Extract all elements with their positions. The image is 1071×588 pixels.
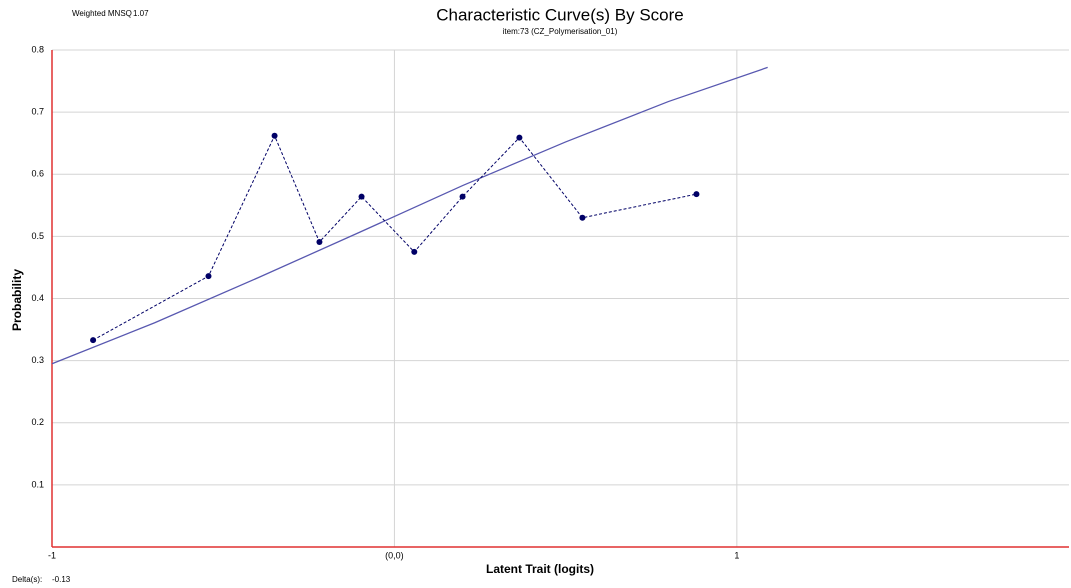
y-tick-label: 0.5 [31, 231, 44, 241]
data-point [411, 248, 418, 255]
delta-value: -0.13 [52, 575, 71, 584]
y-tick-label: 0.6 [31, 169, 44, 179]
data-point [316, 238, 323, 245]
data-point [459, 193, 466, 200]
data-point [693, 191, 700, 198]
series-line [92, 134, 697, 341]
y-tick-label: 0.4 [31, 293, 44, 303]
delta-label: Delta(s): [12, 575, 42, 584]
data-point [579, 214, 586, 221]
y-tick-label: 0.1 [31, 479, 44, 489]
data-point [271, 132, 278, 139]
y-tick-label: 0.3 [31, 355, 44, 365]
data-point [205, 273, 212, 280]
y-tick-label: 0.8 [31, 44, 44, 54]
data-point [516, 134, 523, 141]
x-tick-label: 1 [734, 550, 739, 560]
data-point [90, 337, 97, 344]
chart-title: Characteristic Curve(s) By Score [436, 5, 684, 24]
fit-value: 1.07 [133, 9, 149, 18]
y-tick-label: 0.7 [31, 107, 44, 117]
data-point [358, 193, 365, 200]
x-tick-label: -1 [48, 550, 56, 560]
x-tick-label: (0,0) [385, 550, 404, 560]
x-axis-label: Latent Trait (logits) [486, 562, 594, 576]
y-axis-label: Probability [10, 269, 24, 331]
chart-subtitle: item:73 (CZ_Polymerisation_01) [503, 27, 618, 36]
series-line [51, 66, 768, 365]
y-tick-label: 0.2 [31, 417, 44, 427]
fit-label: Weighted MNSQ [72, 9, 132, 18]
